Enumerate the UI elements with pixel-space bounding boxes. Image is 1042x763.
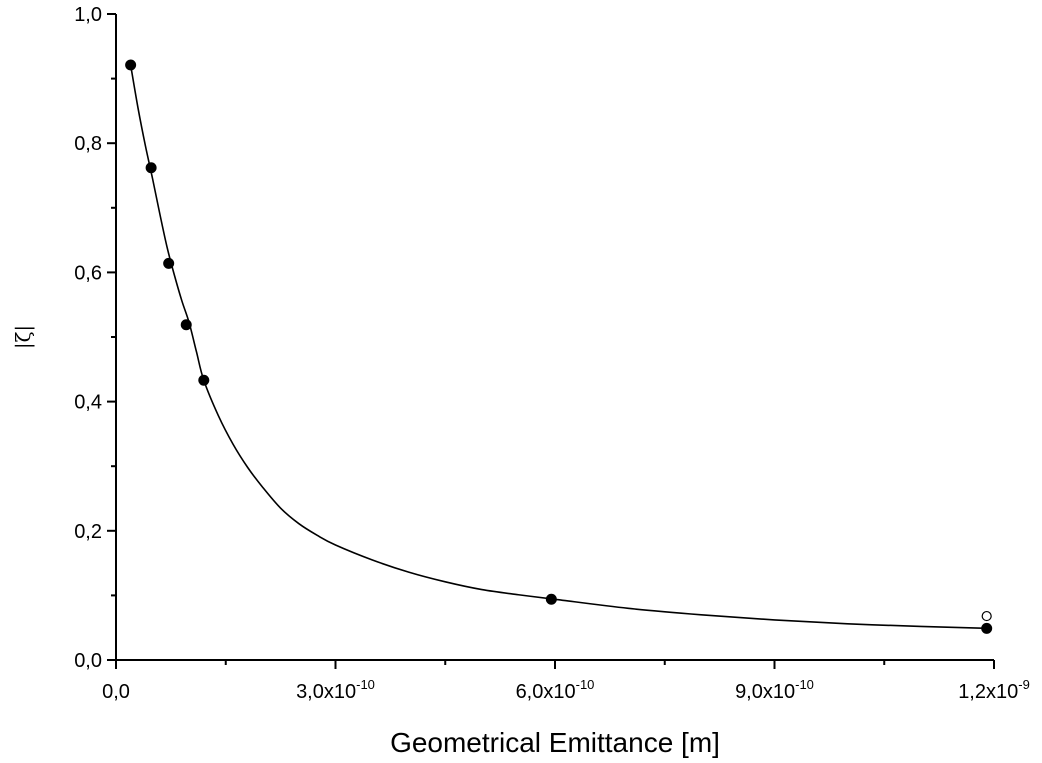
y-tick-label: 0,2	[74, 521, 102, 543]
x-tick-label: 3,0x10-10	[296, 677, 375, 703]
x-tick-label: 6,0x10-10	[516, 677, 595, 703]
y-tick-label: 1,0	[74, 4, 102, 26]
y-tick-label: 0,4	[74, 392, 102, 414]
data-point	[981, 622, 993, 634]
x-axis-title: Geometrical Emittance [m]	[390, 727, 720, 758]
y-tick-label: 0,0	[74, 650, 102, 672]
open-data-point	[981, 610, 992, 622]
x-tick-label: 1,2x10-9	[958, 677, 1030, 703]
data-point	[145, 162, 157, 174]
data-point	[163, 257, 175, 269]
x-tick-label: 9,0x10-10	[735, 677, 814, 703]
data-point	[198, 374, 210, 386]
x-tick-label: 0,0	[102, 681, 130, 703]
data-point	[180, 319, 192, 331]
data-point	[125, 59, 137, 71]
y-tick-label: 0,6	[74, 262, 102, 284]
y-tick-label: 0,8	[74, 133, 102, 155]
fit-curve-line	[129, 64, 987, 630]
y-axis-title: |ζ|	[11, 325, 36, 349]
data-point	[545, 593, 557, 605]
